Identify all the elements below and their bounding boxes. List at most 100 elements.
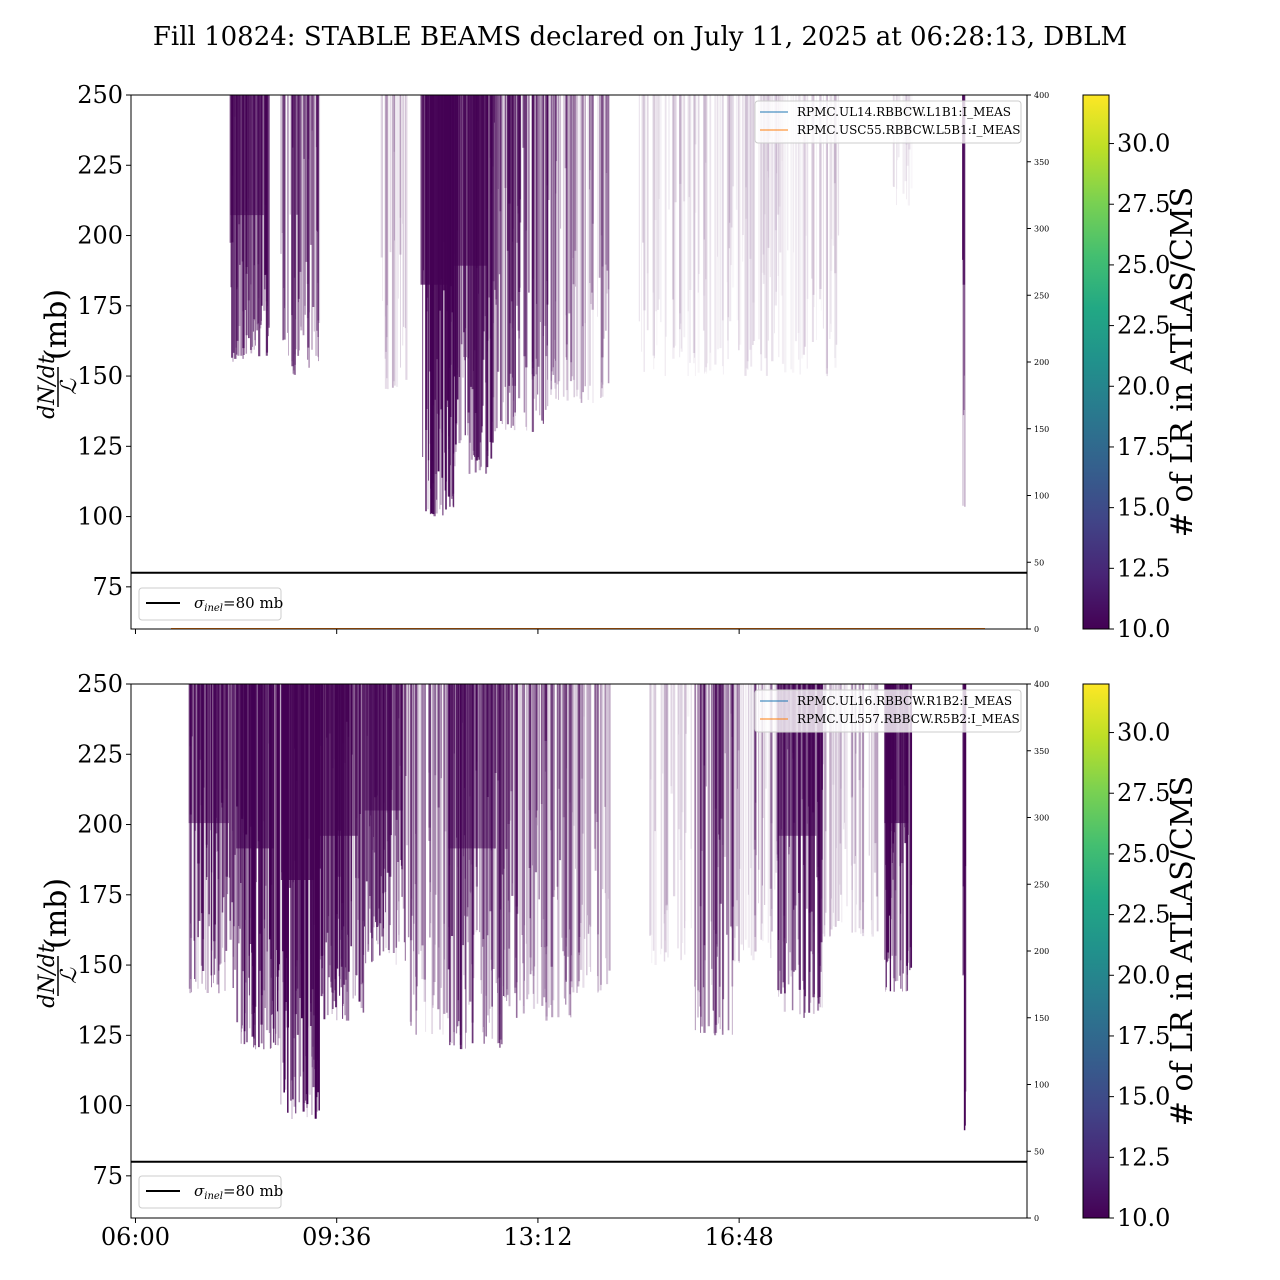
right-tick-label: 150 bbox=[1034, 1014, 1049, 1023]
y-tick-label: 100 bbox=[77, 1092, 123, 1120]
legend-label: RPMC.UL14.RBBCW.L1B1:I_MEAS bbox=[797, 105, 1011, 119]
density-core bbox=[420, 95, 449, 285]
density-core bbox=[230, 95, 264, 216]
colorbar-tick-label: 17.5 bbox=[1117, 433, 1170, 461]
colorbar-ticks: 10.0 12.5 15.0 17.5 20.0 22.5 25.0 27.5 30.0 bbox=[1109, 719, 1170, 1232]
right-tick-label: 150 bbox=[1034, 425, 1049, 434]
panel-bottom: 75 100 125 150 175 200 225 250 0 50 100 150 200 250 3… bbox=[35, 670, 1200, 1251]
legend-label: σinel=80 mb bbox=[194, 594, 283, 614]
figure-title: Fill 10824: STABLE BEAMS declared on Jul… bbox=[153, 22, 1127, 52]
legend-series: RPMC.UL14.RBBCW.L1B1:I_MEAS RPMC.USC55.R… bbox=[754, 100, 1022, 144]
legend-frame bbox=[754, 100, 1022, 144]
legend-frame bbox=[138, 1175, 282, 1209]
y-label-numerator: dN/dt bbox=[35, 944, 60, 1008]
right-tick-label: 50 bbox=[1034, 1147, 1044, 1156]
colorbar-tick-label: 22.5 bbox=[1117, 312, 1170, 340]
y-label-denominator: ℒ bbox=[57, 378, 82, 395]
y-tick-label: 150 bbox=[77, 362, 123, 390]
colorbar-tick-label: 15.0 bbox=[1117, 1083, 1170, 1111]
right-tick-label: 350 bbox=[1034, 158, 1049, 167]
right-tick-label: 100 bbox=[1034, 492, 1049, 501]
right-tick-label: 50 bbox=[1034, 558, 1044, 567]
y-tick-label: 200 bbox=[77, 222, 123, 250]
colorbar-tick-label: 12.5 bbox=[1117, 1143, 1170, 1171]
right-tick-label: 100 bbox=[1034, 1081, 1049, 1090]
y-tick-label: 250 bbox=[77, 670, 123, 698]
right-tick-label: 400 bbox=[1034, 91, 1049, 100]
y-tick-label: 225 bbox=[77, 151, 123, 179]
colorbar-tick-label: 27.5 bbox=[1117, 190, 1170, 218]
legend-label: RPMC.UL557.RBBCW.R5B2:I_MEAS bbox=[797, 712, 1020, 726]
colorbar-gradient-bar bbox=[1082, 683, 1110, 1219]
legend-sigma: σinel=80 mb bbox=[138, 1175, 283, 1209]
density-core bbox=[188, 684, 229, 824]
right-tick-label: 300 bbox=[1034, 225, 1049, 234]
density-layer bbox=[229, 95, 966, 517]
legend-sigma: σinel=80 mb bbox=[138, 587, 283, 621]
y-axis-right: 0 50 100 150 200 250 300 350 400 bbox=[1027, 91, 1049, 634]
y-tick-label: 175 bbox=[77, 292, 123, 320]
x-tick-label: 09:36 bbox=[302, 1223, 371, 1251]
density-core bbox=[319, 684, 358, 836]
y-tick-label: 150 bbox=[77, 951, 123, 979]
y-tick-label: 75 bbox=[92, 1162, 123, 1190]
colorbar-tick-label: 15.0 bbox=[1117, 494, 1170, 522]
colorbar-label: # of LR in ATLAS/CMS bbox=[1165, 776, 1200, 1126]
density-core bbox=[364, 684, 403, 811]
colorbar-tick-label: 20.0 bbox=[1117, 961, 1170, 989]
colorbar-tick-label: 30.0 bbox=[1117, 719, 1170, 747]
y-tick-label: 250 bbox=[77, 81, 123, 109]
right-tick-label: 250 bbox=[1034, 291, 1049, 300]
density-core bbox=[454, 95, 488, 266]
density-core bbox=[236, 684, 275, 849]
density-core bbox=[962, 684, 966, 887]
y-label-numerator: dN/dt bbox=[35, 355, 60, 419]
y-axis-label: dN/dt ℒ (mb) bbox=[35, 878, 82, 1008]
x-axis bbox=[134, 629, 740, 634]
colorbar-gradient-bar bbox=[1082, 94, 1110, 630]
colorbar-tick-label: 10.0 bbox=[1117, 615, 1170, 643]
colorbar-tick-label: 17.5 bbox=[1117, 1022, 1170, 1050]
colorbar: 10.0 12.5 15.0 17.5 20.0 22.5 25.0 27.5 30.0 # o… bbox=[1082, 683, 1200, 1232]
right-tick-label: 250 bbox=[1034, 880, 1049, 889]
y-tick-label: 125 bbox=[77, 1021, 123, 1049]
legend-frame bbox=[138, 587, 282, 621]
colorbar-tick-label: 25.0 bbox=[1117, 251, 1170, 279]
y-label-unit: (mb) bbox=[39, 878, 74, 949]
legend-label: σinel=80 mb bbox=[194, 1182, 283, 1202]
y-tick-label: 225 bbox=[77, 740, 123, 768]
panel-top: 75 100 125 150 175 200 225 250 0 50 100 150 200 250 3… bbox=[35, 81, 1200, 643]
y-axis-left: 75 100 125 150 175 200 225 250 bbox=[77, 81, 131, 601]
right-tick-label: 350 bbox=[1034, 747, 1049, 756]
y-axis-left: 75 100 125 150 175 200 225 250 bbox=[77, 670, 131, 1190]
x-tick-label: 16:48 bbox=[705, 1223, 774, 1251]
y-axis-right: 0 50 100 150 200 250 300 350 400 bbox=[1027, 680, 1049, 1223]
x-axis: 06:00 09:36 13:12 16:48 bbox=[101, 1218, 774, 1251]
density-core bbox=[962, 95, 966, 285]
colorbar-tick-label: 27.5 bbox=[1117, 779, 1170, 807]
colorbar-tick-label: 22.5 bbox=[1117, 901, 1170, 929]
colorbar-tick-label: 20.0 bbox=[1117, 372, 1170, 400]
density-core bbox=[280, 684, 315, 880]
x-tick-label: 13:12 bbox=[503, 1223, 572, 1251]
right-tick-label: 0 bbox=[1034, 625, 1039, 634]
colorbar-tick-label: 30.0 bbox=[1117, 130, 1170, 158]
legend-frame bbox=[754, 689, 1022, 733]
legend-series: RPMC.UL16.RBBCW.R1B2:I_MEAS RPMC.UL557.R… bbox=[754, 689, 1022, 733]
y-label-denominator: ℒ bbox=[57, 967, 82, 984]
density-core bbox=[448, 684, 496, 849]
colorbar-tick-label: 25.0 bbox=[1117, 840, 1170, 868]
colorbar-label: # of LR in ATLAS/CMS bbox=[1165, 187, 1200, 537]
y-tick-label: 125 bbox=[77, 432, 123, 460]
colorbar-ticks: 10.0 12.5 15.0 17.5 20.0 22.5 25.0 27.5 30.0 bbox=[1109, 130, 1170, 643]
x-tick-label: 06:00 bbox=[101, 1223, 170, 1251]
right-tick-label: 300 bbox=[1034, 814, 1049, 823]
right-tick-label: 200 bbox=[1034, 947, 1049, 956]
y-tick-label: 175 bbox=[77, 881, 123, 909]
y-tick-label: 100 bbox=[77, 503, 123, 531]
right-tick-label: 200 bbox=[1034, 358, 1049, 367]
colorbar-tick-label: 12.5 bbox=[1117, 554, 1170, 582]
legend-label: RPMC.USC55.RBBCW.L5B1:I_MEAS bbox=[797, 123, 1020, 137]
legend-label: RPMC.UL16.RBBCW.R1B2:I_MEAS bbox=[797, 694, 1012, 708]
